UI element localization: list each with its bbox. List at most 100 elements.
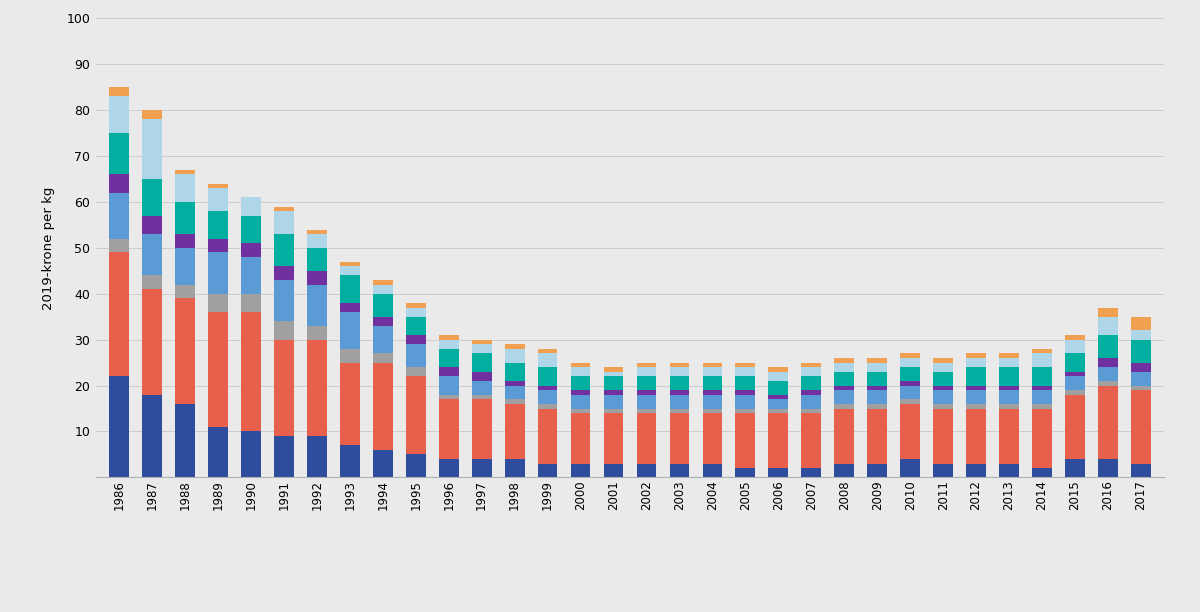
Bar xyxy=(439,340,458,349)
Bar xyxy=(900,386,920,400)
Bar xyxy=(868,362,887,372)
Bar xyxy=(109,193,128,239)
Bar xyxy=(109,88,128,97)
Bar xyxy=(934,390,953,404)
Bar xyxy=(702,367,722,376)
Bar xyxy=(802,413,821,468)
Bar xyxy=(736,395,755,409)
Bar xyxy=(1066,335,1085,340)
Bar xyxy=(571,409,590,413)
Bar xyxy=(505,349,524,362)
Bar xyxy=(636,362,656,367)
Bar xyxy=(868,409,887,464)
Bar xyxy=(966,358,986,367)
Bar xyxy=(1000,386,1019,390)
Bar xyxy=(768,400,788,409)
Bar xyxy=(373,362,392,450)
Bar xyxy=(1066,376,1085,390)
Bar xyxy=(1066,354,1085,372)
Bar xyxy=(274,234,294,266)
Bar xyxy=(439,335,458,340)
Bar xyxy=(142,289,162,395)
Bar xyxy=(1032,386,1052,390)
Bar xyxy=(934,358,953,362)
Bar xyxy=(670,409,689,413)
Bar xyxy=(340,446,360,477)
Bar xyxy=(274,340,294,436)
Bar xyxy=(1032,367,1052,386)
Bar xyxy=(505,344,524,349)
Bar xyxy=(538,349,558,354)
Bar xyxy=(406,344,426,367)
Bar xyxy=(604,390,624,395)
Bar xyxy=(307,271,326,285)
Bar xyxy=(175,285,194,299)
Bar xyxy=(307,285,326,326)
Bar xyxy=(208,312,228,427)
Bar xyxy=(307,248,326,271)
Bar xyxy=(966,390,986,404)
Bar xyxy=(702,464,722,477)
Bar xyxy=(241,215,260,243)
Bar xyxy=(439,459,458,477)
Bar xyxy=(736,468,755,477)
Bar xyxy=(340,312,360,349)
Y-axis label: 2019-krone per kg: 2019-krone per kg xyxy=(42,186,55,310)
Bar xyxy=(241,312,260,431)
Bar xyxy=(208,239,228,253)
Bar xyxy=(208,294,228,312)
Bar xyxy=(142,395,162,477)
Bar xyxy=(702,395,722,409)
Bar xyxy=(373,280,392,285)
Bar xyxy=(505,459,524,477)
Bar xyxy=(768,395,788,400)
Bar xyxy=(274,436,294,477)
Bar xyxy=(1098,317,1118,335)
Bar xyxy=(208,188,228,211)
Bar xyxy=(604,395,624,409)
Bar xyxy=(439,399,458,459)
Bar xyxy=(966,409,986,464)
Bar xyxy=(1098,335,1118,358)
Bar xyxy=(670,376,689,390)
Bar xyxy=(307,230,326,234)
Bar xyxy=(1032,468,1052,477)
Bar xyxy=(406,317,426,335)
Bar xyxy=(406,376,426,454)
Bar xyxy=(834,362,854,372)
Bar xyxy=(636,367,656,376)
Bar xyxy=(934,464,953,477)
Bar xyxy=(538,354,558,367)
Bar xyxy=(109,133,128,174)
Bar xyxy=(175,404,194,477)
Bar xyxy=(900,381,920,386)
Bar xyxy=(538,409,558,464)
Bar xyxy=(900,367,920,381)
Bar xyxy=(966,354,986,358)
Bar xyxy=(175,248,194,285)
Bar xyxy=(571,376,590,390)
Bar xyxy=(307,234,326,248)
Bar xyxy=(768,381,788,395)
Bar xyxy=(340,303,360,312)
Bar xyxy=(702,390,722,395)
Bar xyxy=(966,464,986,477)
Bar xyxy=(900,354,920,358)
Bar xyxy=(1132,371,1151,386)
Bar xyxy=(175,299,194,404)
Bar xyxy=(636,409,656,413)
Bar xyxy=(1000,367,1019,386)
Bar xyxy=(702,409,722,413)
Bar xyxy=(472,459,492,477)
Bar xyxy=(241,431,260,477)
Bar xyxy=(472,340,492,344)
Bar xyxy=(340,275,360,303)
Bar xyxy=(834,390,854,404)
Bar xyxy=(274,321,294,340)
Bar xyxy=(1000,409,1019,464)
Bar xyxy=(834,386,854,390)
Bar xyxy=(472,381,492,395)
Bar xyxy=(1132,330,1151,340)
Bar xyxy=(604,464,624,477)
Bar xyxy=(834,464,854,477)
